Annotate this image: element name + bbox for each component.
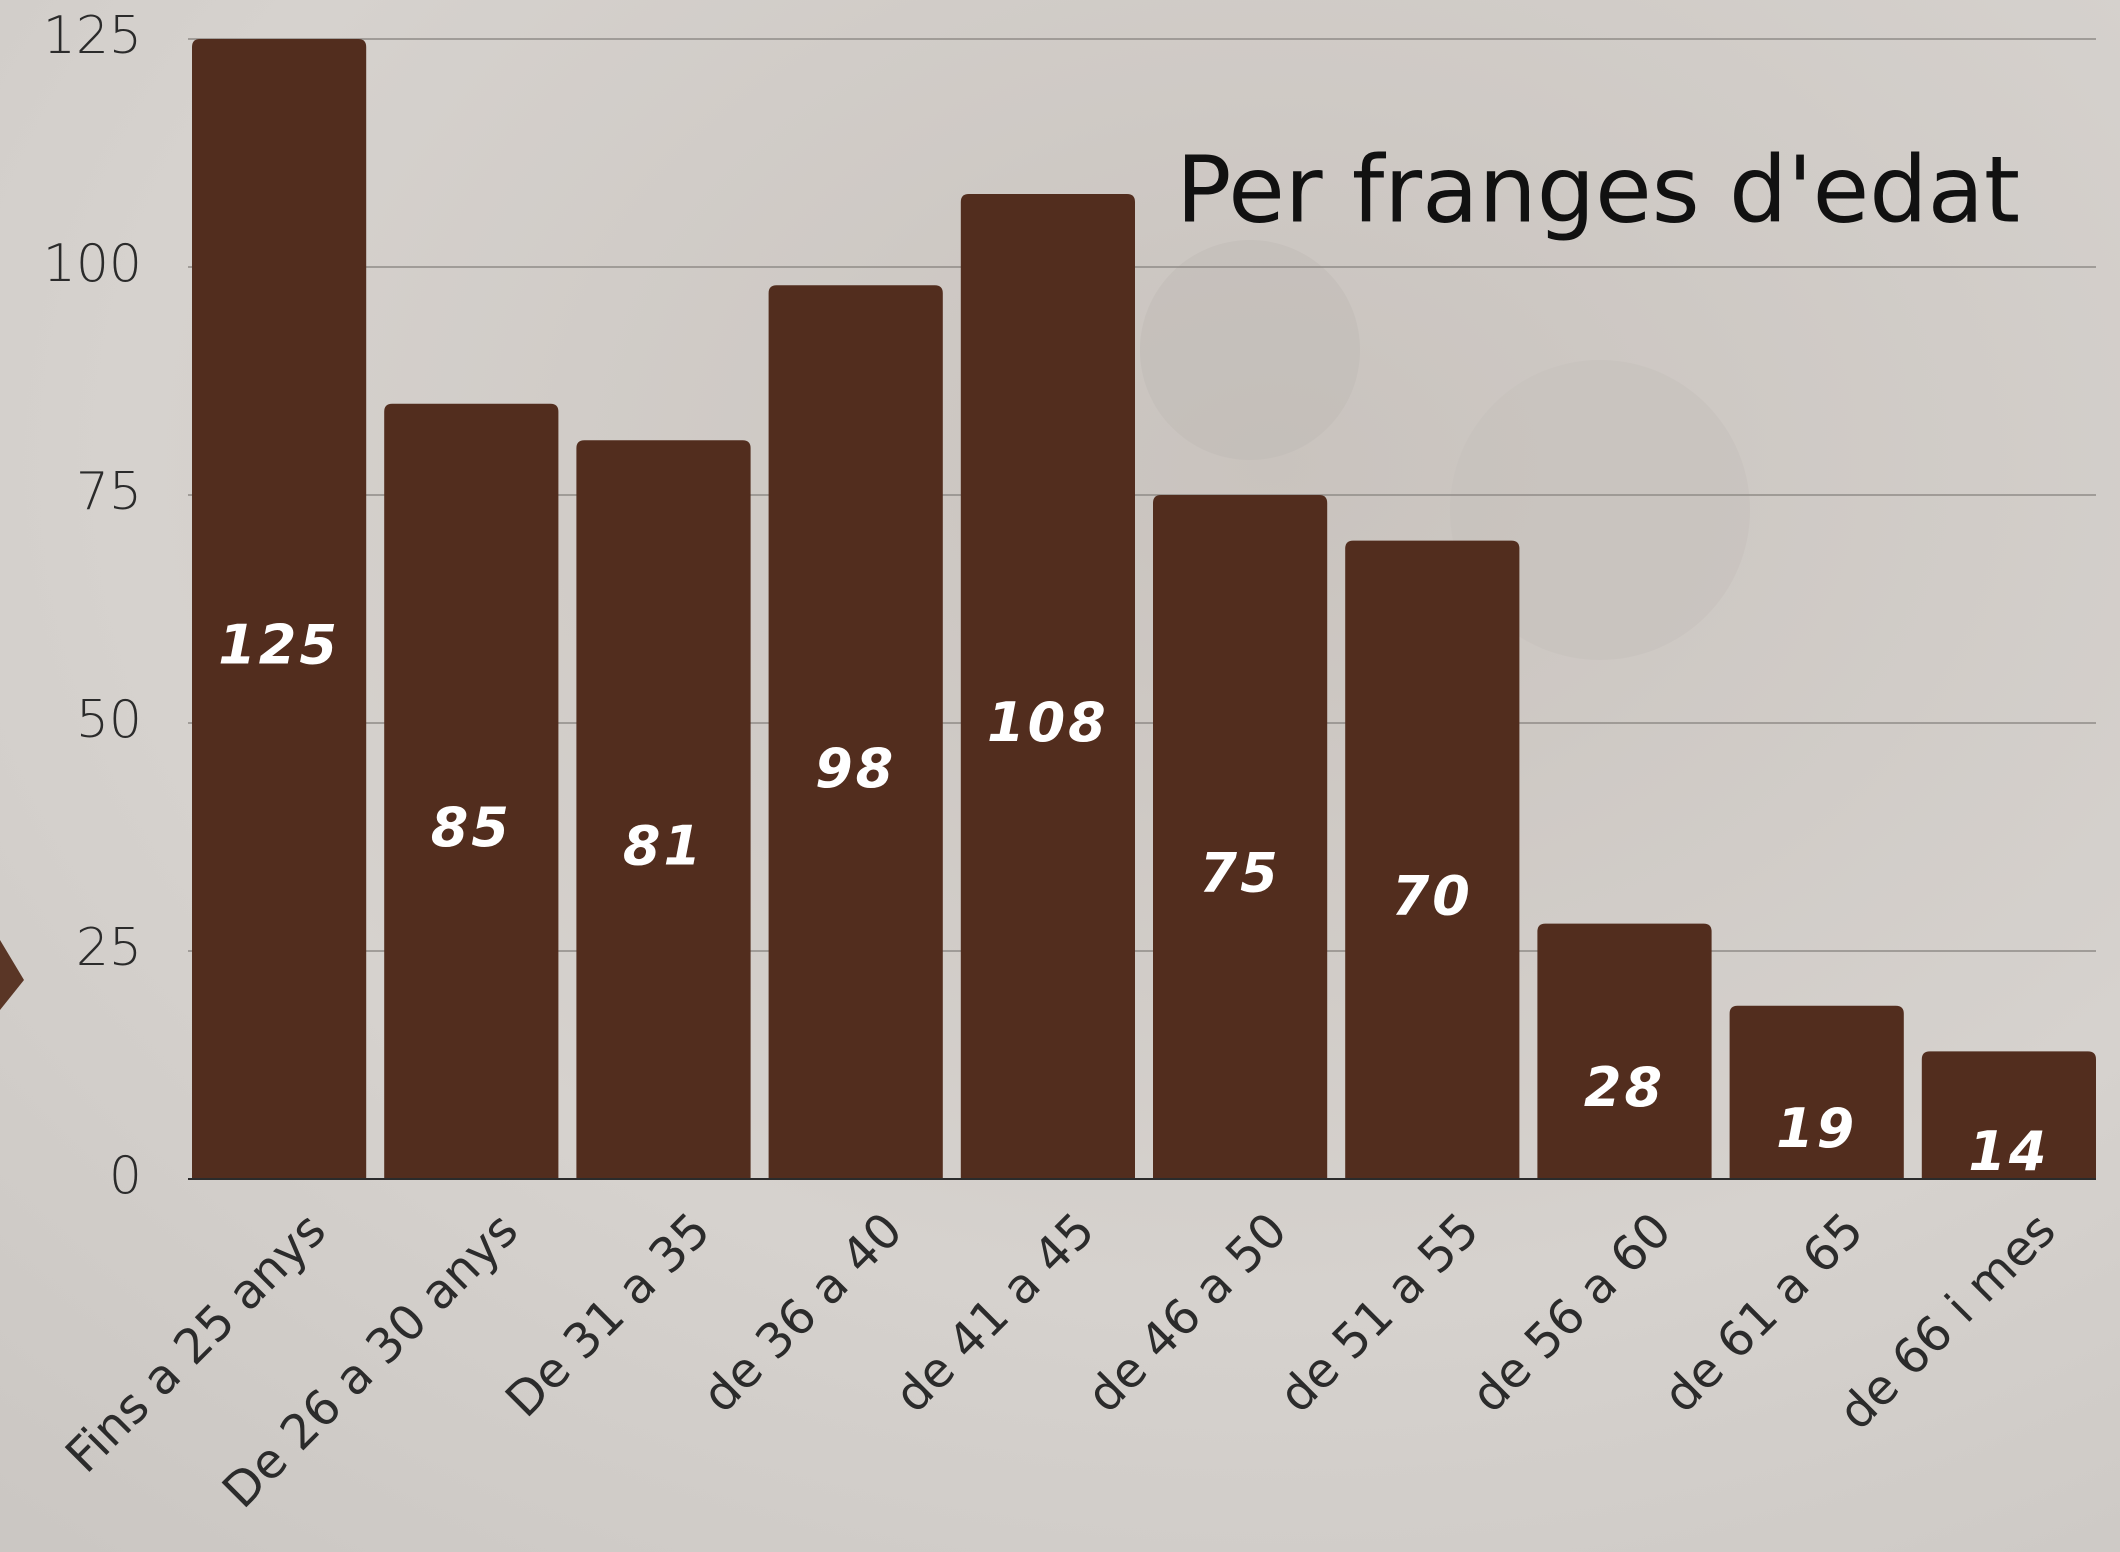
data-label: 14: [1968, 1120, 2049, 1183]
background-decoration: [0, 940, 24, 1010]
data-label: 125: [218, 614, 340, 677]
y-tick-label: 75: [76, 462, 142, 522]
background-decoration: [1450, 360, 1750, 660]
bar: [1345, 540, 1520, 1179]
data-label: 85: [431, 796, 512, 859]
data-label: 28: [1584, 1056, 1665, 1119]
background-decoration: [1140, 240, 1360, 460]
bar: [192, 39, 367, 1179]
bar: [1537, 923, 1712, 1179]
bar: [384, 403, 559, 1179]
bar: [576, 440, 751, 1179]
bar: [960, 194, 1135, 1180]
y-tick-label: 125: [43, 6, 142, 66]
y-tick-label: 50: [76, 690, 142, 750]
data-label: 19: [1776, 1097, 1857, 1160]
y-tick-label: 100: [43, 234, 142, 294]
data-label: 81: [623, 814, 704, 877]
y-tick-label: 25: [76, 918, 142, 978]
data-label: 108: [987, 691, 1109, 754]
bar: [1921, 1051, 2096, 1179]
bar: [1729, 1005, 1904, 1179]
y-tick-label: 0: [109, 1146, 142, 1206]
chart-title: Per franges d'edat: [1176, 136, 2020, 243]
data-label: 70: [1392, 864, 1473, 927]
data-label: 98: [815, 737, 896, 800]
bar: [1153, 495, 1328, 1179]
data-label: 75: [1200, 842, 1281, 905]
bar: [768, 285, 943, 1179]
